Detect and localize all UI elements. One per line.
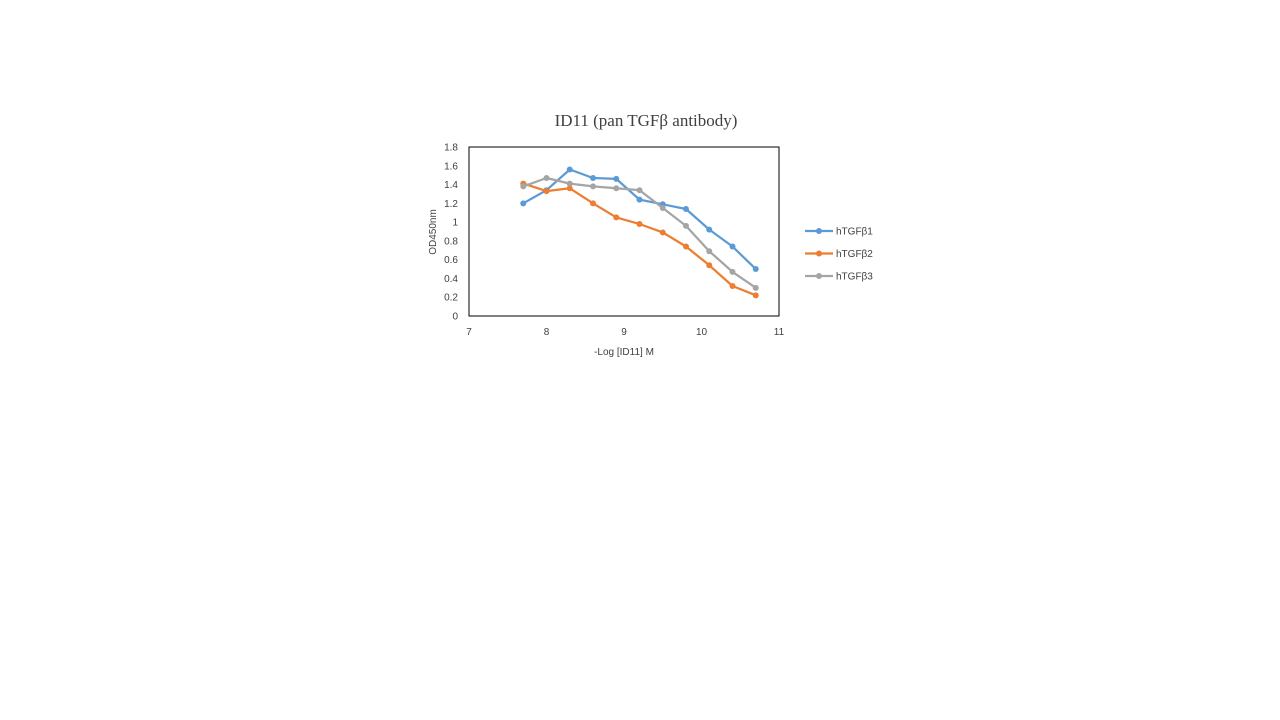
data-point bbox=[659, 205, 666, 212]
legend-label: hTGFβ3 bbox=[836, 272, 873, 283]
data-point bbox=[683, 205, 689, 212]
data-point bbox=[706, 262, 713, 269]
legend: hTGFβ1 hTGFβ2 hTGFβ3 bbox=[805, 227, 873, 283]
data-point bbox=[566, 166, 573, 173]
legend-marker bbox=[816, 250, 822, 257]
x-tick-label: 9 bbox=[621, 327, 627, 338]
y-tick-label: 0.6 bbox=[444, 255, 458, 266]
data-point bbox=[752, 292, 759, 299]
data-point bbox=[613, 185, 620, 192]
series-2 bbox=[520, 180, 759, 299]
data-point bbox=[752, 266, 759, 273]
legend-item: hTGFβ2 bbox=[805, 249, 873, 260]
legend-label: hTGFβ2 bbox=[836, 249, 873, 260]
data-point bbox=[706, 248, 713, 255]
y-tick-label: 0.4 bbox=[444, 274, 458, 285]
series-layer bbox=[520, 166, 759, 299]
data-point bbox=[590, 183, 596, 190]
x-tick-label: 8 bbox=[544, 327, 550, 338]
data-point bbox=[729, 282, 736, 289]
y-axis-label: OD450nm bbox=[428, 209, 439, 255]
data-point bbox=[590, 174, 596, 181]
series-3 bbox=[520, 174, 759, 291]
data-point bbox=[520, 200, 527, 207]
data-point bbox=[566, 180, 573, 187]
x-axis-label: -Log [ID11] M bbox=[594, 347, 654, 358]
data-point bbox=[706, 226, 713, 233]
y-tick-label: 0 bbox=[452, 312, 458, 323]
y-tick-label: 0.8 bbox=[444, 236, 458, 247]
data-point bbox=[613, 214, 620, 221]
data-point bbox=[636, 196, 643, 203]
data-point bbox=[543, 188, 550, 195]
data-point bbox=[636, 220, 643, 227]
x-tick-label: 7 bbox=[466, 327, 472, 338]
y-tick-label: 1.8 bbox=[444, 143, 458, 154]
data-point bbox=[683, 222, 689, 229]
data-point bbox=[636, 187, 643, 194]
series-1 bbox=[520, 166, 759, 273]
data-point bbox=[683, 243, 689, 250]
y-tick-label: 1.6 bbox=[444, 161, 458, 172]
y-tick-label: 0.2 bbox=[444, 293, 458, 304]
data-point bbox=[659, 229, 666, 236]
data-point bbox=[520, 183, 527, 190]
y-tick-label: 1 bbox=[452, 218, 458, 229]
y-axis-ticks: 0 0.2 0.4 0.6 0.8 1 1.2 1.4 1.6 1.8 bbox=[444, 143, 458, 323]
x-axis-ticks: 7 8 9 10 11 bbox=[466, 327, 784, 338]
series-line bbox=[522, 176, 757, 289]
x-tick-label: 11 bbox=[774, 327, 785, 338]
chart-title: ID11 (pan TGFβ antibody) bbox=[555, 111, 738, 130]
y-tick-label: 1.4 bbox=[444, 180, 458, 191]
data-point bbox=[752, 284, 759, 291]
data-point bbox=[566, 185, 573, 192]
data-point bbox=[613, 175, 620, 182]
legend-marker bbox=[816, 273, 822, 279]
data-point bbox=[543, 174, 550, 181]
y-tick-label: 1.2 bbox=[444, 199, 458, 210]
plot-area bbox=[468, 146, 780, 317]
legend-item: hTGFβ3 bbox=[805, 272, 873, 283]
legend-label: hTGFβ1 bbox=[836, 227, 873, 238]
x-tick-label: 10 bbox=[696, 327, 708, 338]
series-line bbox=[522, 168, 757, 270]
legend-item: hTGFβ1 bbox=[805, 227, 873, 238]
legend-marker bbox=[816, 228, 822, 234]
data-point bbox=[729, 268, 736, 275]
data-point bbox=[590, 200, 596, 207]
data-point bbox=[729, 243, 736, 250]
